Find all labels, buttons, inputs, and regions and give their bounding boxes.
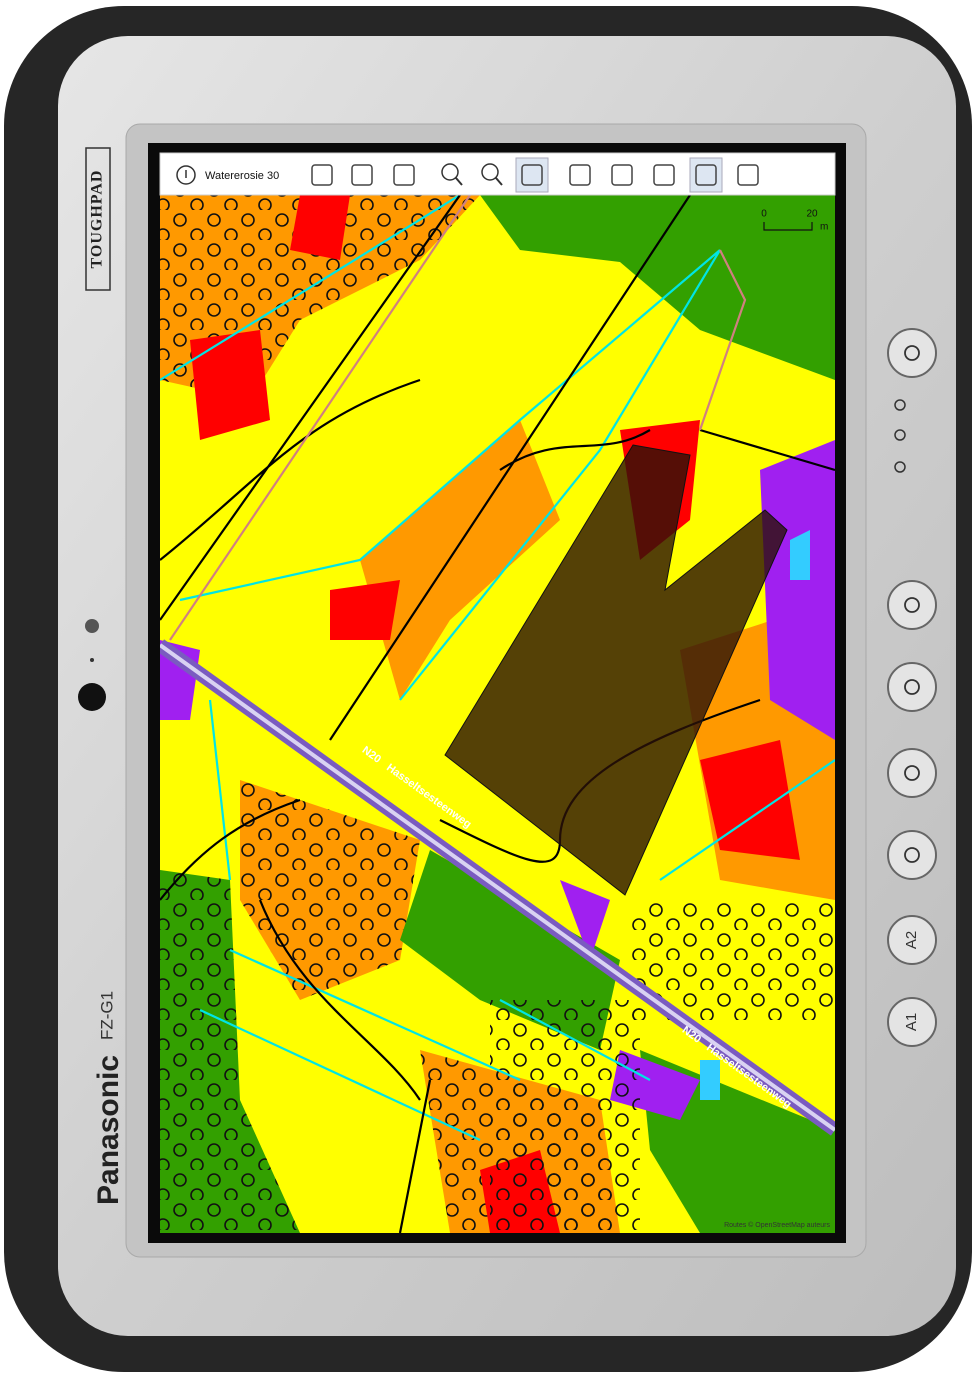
tool-glyph: [351, 164, 373, 186]
brand: Panasonic: [92, 1055, 125, 1205]
button-label: A2: [903, 931, 920, 949]
sensor: [85, 619, 99, 633]
tool-glyph: [441, 163, 459, 181]
map-line: [169, 195, 747, 641]
tool-highlight: [515, 157, 549, 193]
button-icon: [904, 597, 920, 613]
status-led: [894, 399, 906, 411]
tool-glyph: [611, 164, 633, 186]
side-buttons: A2 A1: [887, 328, 937, 1047]
tool-glyph: [455, 177, 463, 186]
road-edge: [160, 643, 835, 1132]
scale-bar: [763, 222, 813, 231]
hardware-button[interactable]: [887, 748, 937, 798]
layer-name[interactable]: Watererosie 30: [205, 170, 279, 182]
map-zone: [360, 420, 560, 700]
tool-button[interactable]: [653, 164, 675, 186]
map-line: [160, 195, 835, 1141]
menu-button[interactable]: [176, 165, 196, 185]
tool-glyph: [311, 164, 333, 186]
map-zone: [330, 580, 400, 640]
hardware-button[interactable]: [887, 580, 937, 630]
tool-glyph: [695, 164, 717, 186]
map-zone: [790, 530, 810, 580]
tool-glyph: [481, 163, 499, 181]
tool-button[interactable]: [393, 164, 415, 186]
hardware-button[interactable]: [887, 997, 937, 1047]
camera: [78, 683, 106, 711]
scale-start: 0: [761, 209, 767, 220]
hardware-button[interactable]: [887, 915, 937, 965]
map-zone: [700, 740, 800, 860]
button-icon: [904, 679, 920, 695]
map-zone: [760, 440, 835, 740]
side-label-box: [85, 147, 111, 291]
map-zone: [480, 195, 835, 380]
status-led: [894, 429, 906, 441]
map-zone: [700, 1060, 720, 1100]
button-icon: [904, 847, 920, 863]
map-zone-pattern: [490, 1000, 640, 1233]
hardware-button[interactable]: [887, 662, 937, 712]
hardware-button[interactable]: [887, 830, 937, 880]
map-zone-pattern: [160, 870, 300, 1233]
button-icon: [904, 765, 920, 781]
map-zone: [560, 880, 610, 960]
tool-button[interactable]: [737, 164, 759, 186]
button-icon: [904, 345, 920, 361]
tool-button[interactable]: [351, 164, 373, 186]
screen: N20HasseltsesteenwegN20Hasseltsesteenweg…: [159, 152, 836, 1233]
button-label: A1: [903, 1013, 920, 1031]
attribution: Routes © OpenStreetMap auteurs: [724, 1221, 830, 1229]
tool-button[interactable]: [689, 157, 723, 193]
map-zone: [190, 330, 270, 440]
tool-button[interactable]: [481, 163, 503, 186]
tool-button[interactable]: [611, 164, 633, 186]
tool-glyph: [653, 164, 675, 186]
tool-glyph: [569, 164, 591, 186]
tool-button[interactable]: [569, 164, 591, 186]
hardware-button[interactable]: [887, 328, 937, 378]
sensor-dot: [90, 658, 94, 662]
map-zone-pattern: [240, 780, 420, 1000]
tool-button[interactable]: [515, 157, 549, 193]
status-led: [894, 461, 906, 473]
scale-end: 20: [806, 209, 818, 220]
tool-highlight: [689, 157, 723, 193]
tool-button[interactable]: [441, 163, 463, 186]
tool-glyph: [393, 164, 415, 186]
scale-unit: m: [820, 222, 828, 233]
model: FZ-G1: [97, 991, 116, 1040]
tool-glyph: [521, 164, 543, 186]
tool-button[interactable]: [311, 164, 333, 186]
selection-area: [444, 444, 788, 896]
tool-glyph: [737, 164, 759, 186]
side-label: TOUGHPAD: [89, 170, 106, 269]
tool-glyph: [495, 177, 503, 186]
map-zone: [290, 195, 350, 260]
